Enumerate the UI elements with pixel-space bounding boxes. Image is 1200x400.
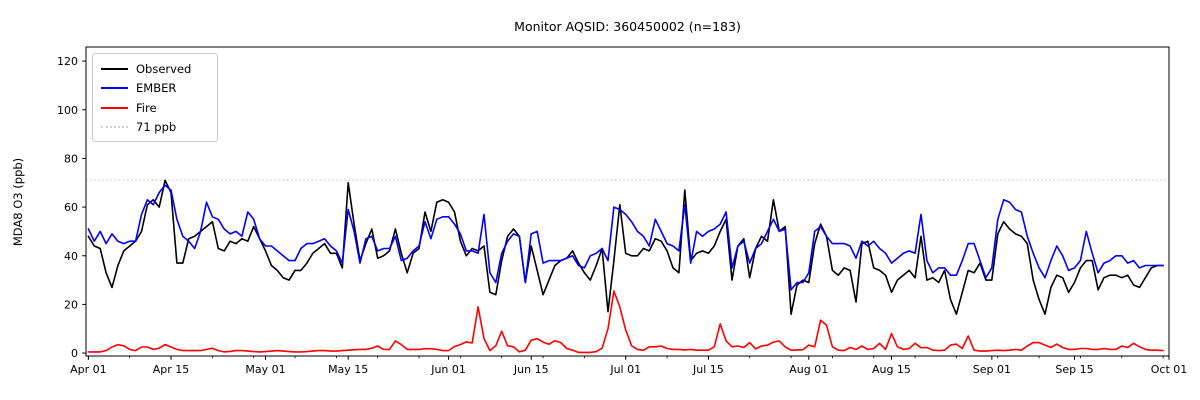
y-tick-label: 80 xyxy=(64,152,78,165)
legend-item-observed: Observed xyxy=(101,59,209,79)
legend-item-ember: EMBER xyxy=(101,79,209,99)
threshold-line-sample xyxy=(101,126,128,129)
legend-item-threshold: 71 ppb xyxy=(101,118,209,138)
y-tick-label: 60 xyxy=(64,201,78,214)
x-tick-label: Jun 15 xyxy=(513,363,549,376)
plot-border xyxy=(85,46,1170,357)
observed-line xyxy=(87,179,1164,315)
x-tick-label: Apr 01 xyxy=(70,363,107,376)
fire-line xyxy=(87,290,1164,354)
x-tick-label: Aug 01 xyxy=(789,363,828,376)
legend-label-fire: Fire xyxy=(136,100,157,115)
x-tick-label: Jul 15 xyxy=(692,363,724,376)
ember-line-sample xyxy=(101,87,128,90)
x-tick-label: Apr 15 xyxy=(153,363,190,376)
legend-label-ember: EMBER xyxy=(136,81,177,96)
fire-line-sample xyxy=(101,106,128,109)
legend: Observed EMBER Fire 71 ppb xyxy=(92,53,218,142)
x-tick-label: Sep 15 xyxy=(1055,363,1093,376)
y-tick-label: 40 xyxy=(64,250,78,263)
y-axis-label: MDA8 O3 (ppb) xyxy=(11,157,25,247)
x-tick-label: Jul 01 xyxy=(609,363,641,376)
legend-item-fire: Fire xyxy=(101,98,209,118)
observed-line-sample xyxy=(101,67,128,70)
y-tick-label: 20 xyxy=(64,298,78,311)
x-tick-label: Aug 15 xyxy=(872,363,911,376)
x-tick-label: Sep 01 xyxy=(973,363,1011,376)
x-tick-label: Oct 01 xyxy=(1151,363,1188,376)
x-tick-label: May 01 xyxy=(245,363,285,376)
chart-title: Monitor AQSID: 360450002 (n=183) xyxy=(514,19,741,34)
y-tick-label: 0 xyxy=(71,347,78,360)
ember-line xyxy=(87,184,1164,291)
x-tick-label: May 15 xyxy=(328,363,368,376)
legend-label-threshold: 71 ppb xyxy=(136,120,177,135)
x-tick-label: Jun 01 xyxy=(430,363,466,376)
y-tick-label: 100 xyxy=(57,104,78,117)
y-tick-label: 120 xyxy=(57,55,78,68)
legend-label-observed: Observed xyxy=(136,61,192,76)
